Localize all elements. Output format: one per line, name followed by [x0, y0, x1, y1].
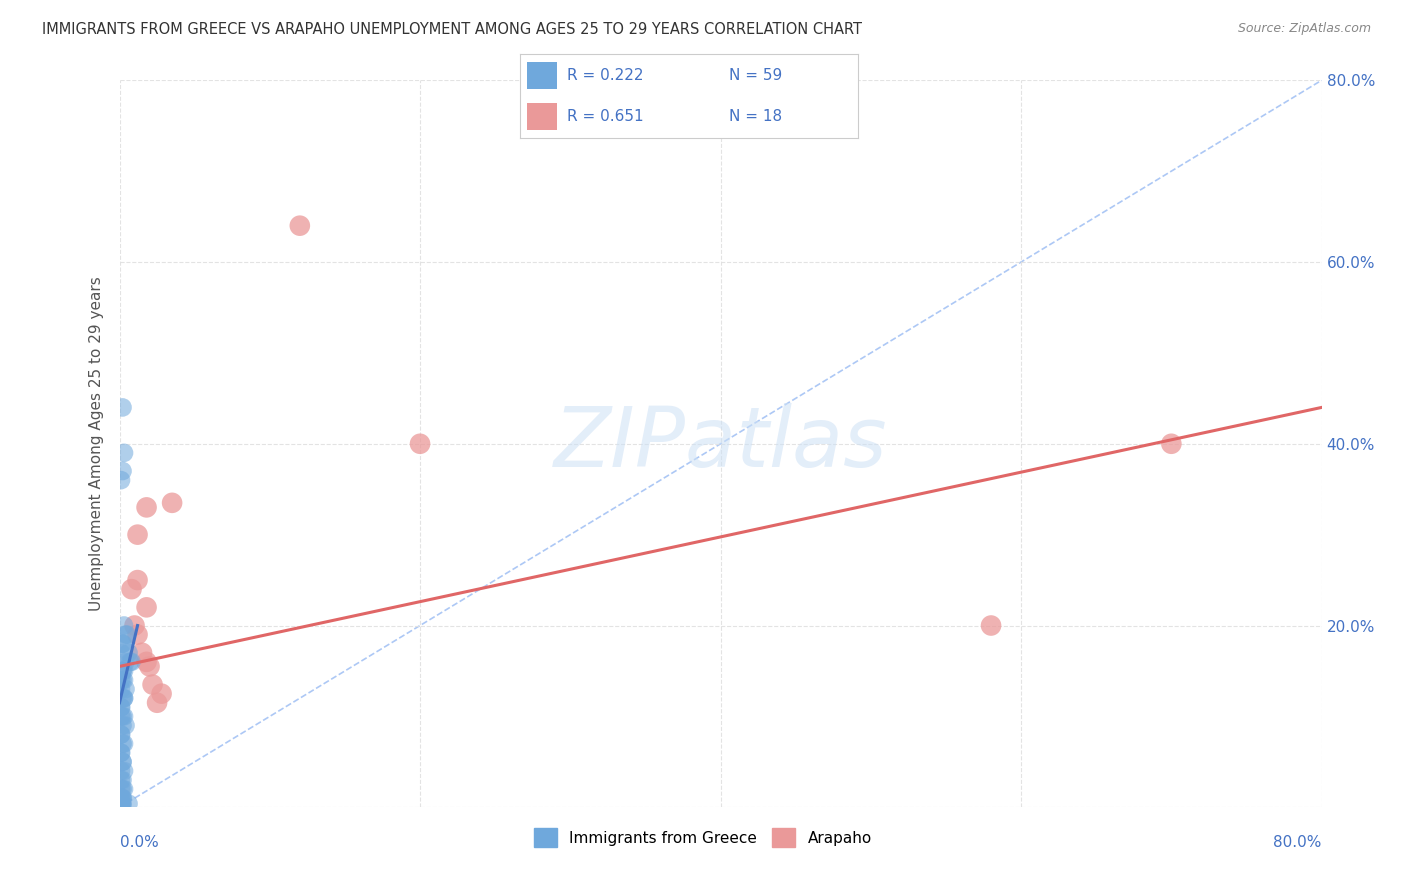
Point: [138, 659, 160, 673]
Point: [112, 664, 135, 678]
Point: [288, 219, 311, 233]
Point: [110, 796, 132, 810]
Point: [111, 772, 134, 787]
Point: [110, 791, 132, 805]
Point: [115, 627, 138, 641]
Point: [114, 627, 136, 641]
Point: [111, 791, 134, 805]
Point: [112, 691, 135, 706]
FancyBboxPatch shape: [527, 103, 557, 130]
FancyBboxPatch shape: [527, 62, 557, 89]
Point: [111, 637, 134, 651]
Point: [111, 637, 134, 651]
Text: 80.0%: 80.0%: [1274, 836, 1322, 850]
Point: [160, 496, 183, 510]
Point: [111, 401, 134, 415]
Point: [110, 673, 132, 687]
Point: [110, 799, 132, 814]
Point: [117, 646, 139, 660]
Point: [111, 755, 134, 769]
Point: [111, 464, 134, 478]
Point: [121, 582, 143, 597]
Point: [142, 677, 165, 691]
Text: Source: ZipAtlas.com: Source: ZipAtlas.com: [1237, 22, 1371, 36]
Point: [135, 655, 157, 669]
Point: [111, 664, 134, 678]
Text: ZIPatlas: ZIPatlas: [554, 403, 887, 484]
Point: [110, 700, 132, 714]
Point: [135, 600, 157, 615]
Point: [111, 718, 134, 732]
Point: [980, 618, 1002, 632]
Point: [110, 700, 132, 714]
Point: [111, 796, 134, 810]
Text: N = 18: N = 18: [730, 109, 783, 124]
Point: [114, 718, 136, 732]
Text: IMMIGRANTS FROM GREECE VS ARAPAHO UNEMPLOYMENT AMONG AGES 25 TO 29 YEARS CORRELA: IMMIGRANTS FROM GREECE VS ARAPAHO UNEMPL…: [42, 22, 862, 37]
Point: [409, 437, 432, 451]
Point: [111, 673, 134, 687]
Point: [112, 764, 135, 778]
Point: [112, 782, 135, 797]
Point: [110, 728, 132, 742]
Point: [146, 696, 169, 710]
Text: R = 0.651: R = 0.651: [568, 109, 644, 124]
Text: N = 59: N = 59: [730, 68, 783, 83]
Point: [112, 673, 135, 687]
Point: [112, 446, 135, 460]
Legend: Immigrants from Greece, Arapaho: Immigrants from Greece, Arapaho: [529, 822, 877, 853]
Point: [111, 664, 134, 678]
Y-axis label: Unemployment Among Ages 25 to 29 years: Unemployment Among Ages 25 to 29 years: [89, 277, 104, 611]
Point: [110, 709, 132, 723]
Point: [110, 682, 132, 697]
Point: [111, 791, 134, 805]
Point: [112, 709, 135, 723]
Point: [110, 473, 132, 487]
Point: [110, 772, 132, 787]
Point: [111, 691, 134, 706]
Point: [124, 618, 146, 632]
Point: [121, 655, 143, 669]
Point: [111, 798, 134, 813]
Point: [110, 746, 132, 760]
Text: R = 0.222: R = 0.222: [568, 68, 644, 83]
Point: [110, 796, 132, 810]
Point: [111, 755, 134, 769]
Point: [110, 728, 132, 742]
Point: [1160, 437, 1182, 451]
Point: [150, 687, 173, 701]
Point: [110, 798, 132, 813]
Point: [110, 746, 132, 760]
Point: [110, 646, 132, 660]
Point: [111, 782, 134, 797]
Point: [127, 627, 149, 641]
Point: [111, 737, 134, 751]
Point: [114, 682, 136, 697]
Point: [112, 618, 135, 632]
Point: [112, 691, 135, 706]
Point: [110, 782, 132, 797]
Point: [117, 797, 139, 811]
Point: [110, 764, 132, 778]
Point: [110, 797, 132, 812]
Point: [111, 709, 134, 723]
Point: [135, 500, 157, 515]
Point: [112, 737, 135, 751]
Point: [110, 797, 132, 812]
Text: 0.0%: 0.0%: [120, 836, 159, 850]
Point: [127, 527, 149, 541]
Point: [127, 573, 149, 587]
Point: [131, 646, 153, 660]
Point: [118, 655, 141, 669]
Point: [114, 655, 136, 669]
